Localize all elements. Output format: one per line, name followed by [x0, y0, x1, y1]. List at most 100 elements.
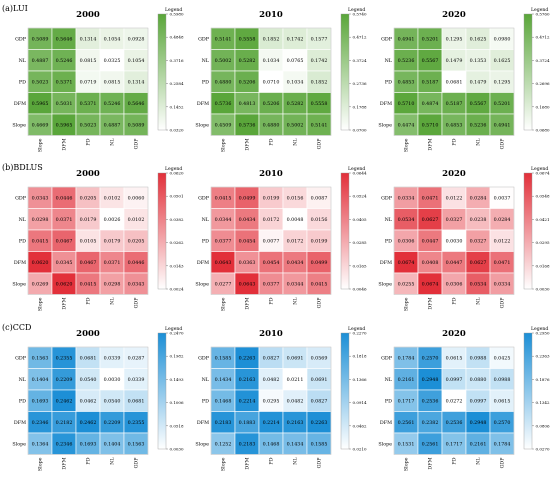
legend-tick-label: 0.0421 [536, 217, 550, 222]
cell-value: 0.0156 [311, 217, 328, 223]
cell-value: 0.1852 [263, 36, 280, 42]
row-tick-label: NL [385, 58, 393, 64]
row-tick-label: GDP [381, 355, 393, 361]
cell-value: 0.2161 [398, 377, 415, 383]
col-tick-label: NL [293, 457, 299, 465]
row-tick-label: GDP [381, 195, 393, 201]
cell-value: 0.0446 [128, 260, 145, 266]
cell-value: 0.0211 [287, 377, 304, 383]
cell-value: 0.2214 [239, 398, 256, 404]
row-tick-label: DFM [380, 101, 392, 107]
legend-tick-label: 0.0914 [353, 400, 367, 405]
cell-value: 0.0255 [398, 281, 415, 287]
col-tick-label: NL [476, 297, 482, 305]
col-tick-label: NL [476, 457, 482, 465]
cell-value: 0.0710 [263, 79, 280, 85]
cell-value: 0.0363 [239, 260, 256, 266]
legend-tick-label: 0.1006 [170, 400, 184, 405]
cell-value: 0.5646 [56, 36, 73, 42]
cell-value: 0.2355 [56, 355, 73, 361]
cell-value: 0.1784 [398, 355, 415, 361]
cell-value: 0.2561 [398, 420, 415, 426]
col-tick-label: DFM [62, 297, 68, 309]
cell-value: 0.0643 [239, 281, 256, 287]
cell-value: 0.0415 [311, 281, 328, 287]
cell-value: 0.0371 [56, 217, 73, 223]
col-tick-label: Slope [38, 297, 44, 311]
row-tick-label: GDP [198, 36, 210, 42]
cell-value: 0.0334 [494, 281, 511, 287]
grid-border [210, 186, 332, 295]
cell-value: 0.0620 [56, 281, 73, 287]
section-label: (b)BDLUS [2, 163, 43, 172]
cell-value: 0.0087 [311, 195, 328, 201]
cell-value: 0.0122 [494, 238, 511, 244]
cell-value: 0.0988 [494, 377, 511, 383]
cell-value: 0.0298 [32, 217, 49, 223]
cell-value: 0.0681 [446, 79, 463, 85]
cell-value: 0.0295 [263, 398, 280, 404]
cell-value: 0.1742 [311, 58, 328, 64]
cell-value: 0.0205 [128, 238, 145, 244]
col-tick-label: PD [269, 297, 275, 304]
row-tick-label: DFM [14, 101, 26, 107]
cell-value: 0.4813 [239, 101, 256, 107]
row-tick-label: NL [202, 217, 210, 223]
col-tick-label: Slope [404, 457, 410, 471]
row-tick-label: PD [19, 238, 26, 244]
col-tick-label: GDP [134, 297, 140, 309]
cell-value: 0.1295 [446, 36, 463, 42]
cell-value: 0.0462 [80, 398, 97, 404]
legend-tick-label: 0.1818 [353, 354, 367, 359]
cell-value: 0.5201 [494, 101, 511, 107]
cell-value: 0.0815 [104, 79, 121, 85]
cell-value: 0.0997 [470, 398, 487, 404]
grid-border [210, 346, 332, 455]
cell-value: 0.0030 [446, 238, 463, 244]
cell-value: 0.2209 [104, 420, 121, 426]
section-label: (c)CCD [2, 323, 31, 332]
col-tick-label: NL [476, 138, 482, 146]
legend-colorbar [340, 332, 350, 450]
cell-value: 0.0627 [470, 260, 487, 266]
panel-year: 2000 [76, 10, 100, 20]
col-tick-label: Slope [221, 457, 227, 471]
legend-title: Legend [348, 326, 365, 332]
cell-value: 0.2355 [128, 420, 145, 426]
panel-year: 2020 [442, 10, 466, 20]
legend-colorbar [523, 172, 533, 290]
row-tick-label: DFM [197, 101, 209, 107]
cell-value: 0.1563 [32, 355, 49, 361]
col-tick-label: DFM [62, 138, 68, 150]
cell-value: 0.5002 [215, 58, 232, 64]
cell-value: 0.0827 [263, 355, 280, 361]
col-tick-label: PD [269, 138, 275, 145]
cell-value: 0.1479 [446, 58, 463, 64]
cell-value: 0.5187 [446, 101, 463, 107]
row-tick-label: Slope [378, 441, 392, 447]
col-tick-label: PD [86, 457, 92, 464]
row-tick-label: Slope [195, 122, 209, 128]
legend-colorbar [340, 172, 350, 290]
row-tick-label: NL [385, 377, 393, 383]
cell-value: 0.1404 [104, 441, 121, 447]
row-tick-label: NL [202, 377, 210, 383]
col-tick-label: NL [293, 138, 299, 146]
panel-year: 2010 [259, 329, 283, 339]
row-tick-label: PD [19, 79, 26, 85]
cell-value: 0.0620 [32, 260, 49, 266]
cell-value: 0.1054 [104, 36, 121, 42]
legend-tick-label: 0.0680 [536, 128, 550, 133]
col-tick-label: PD [452, 297, 458, 304]
legend-tick-label: 0.2736 [353, 81, 367, 86]
cell-value: 0.5246 [56, 58, 73, 64]
row-tick-label: Slope [12, 281, 26, 287]
row-tick-label: GDP [381, 36, 393, 42]
cell-value: 0.0674 [398, 260, 415, 266]
legend-tick-label: 0.1342 [536, 400, 550, 405]
legend-tick-label: 0.0548 [536, 194, 550, 199]
panel-year: 2000 [76, 329, 100, 339]
cell-value: 0.4853 [398, 79, 415, 85]
cell-value: 0.0102 [128, 217, 145, 223]
cell-value: 0.2161 [470, 441, 487, 447]
